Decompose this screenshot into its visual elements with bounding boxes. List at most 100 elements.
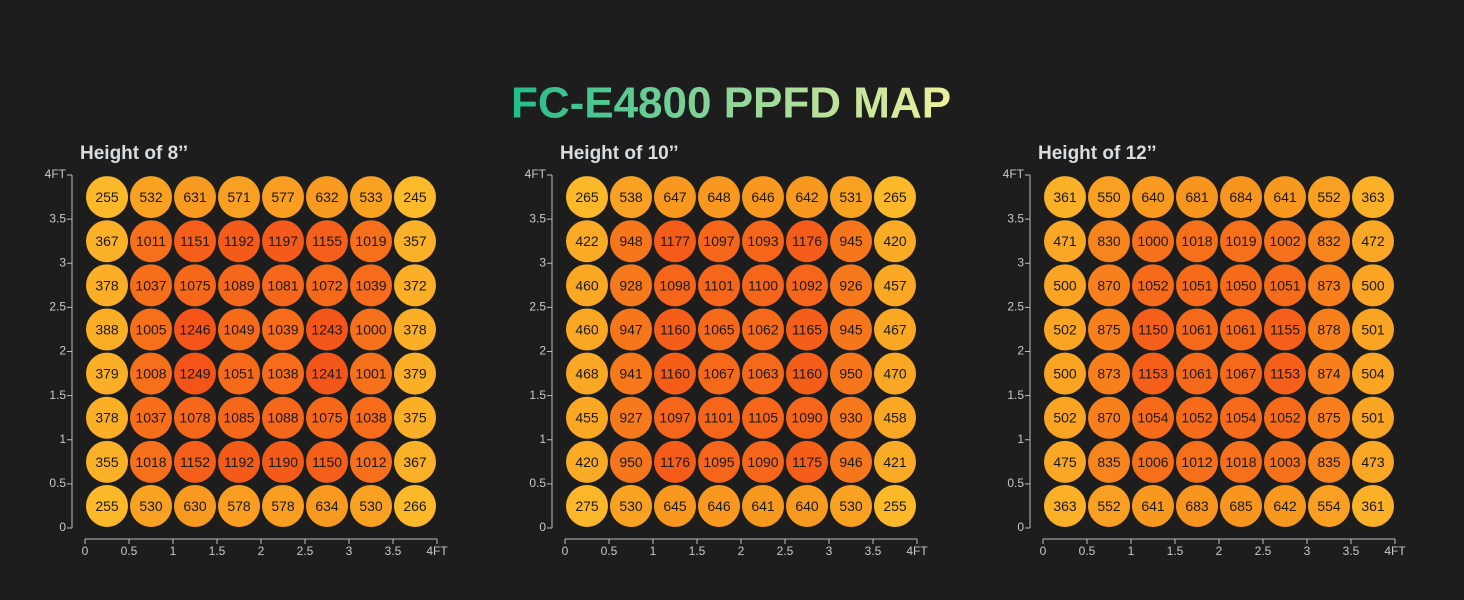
cell [1352, 484, 1394, 527]
cell-label: 554 [1317, 498, 1341, 514]
cell-label: 372 [403, 277, 427, 293]
cell-label: 945 [839, 321, 863, 337]
cell [218, 264, 260, 307]
cell-label: 1000 [355, 321, 386, 337]
cell-label: 1006 [1137, 454, 1168, 470]
cell-label: 363 [1053, 498, 1077, 514]
cell [86, 484, 128, 527]
cell [306, 396, 348, 439]
cell-label: 947 [619, 321, 643, 337]
cell [218, 484, 260, 527]
cell-label: 378 [95, 277, 119, 293]
cell [698, 484, 740, 527]
cell-label: 1038 [267, 366, 298, 382]
y-tick-label: 1 [1017, 432, 1024, 446]
cell [86, 220, 128, 263]
cell-label: 878 [1317, 321, 1341, 337]
x-tick-label: 0.5 [121, 544, 138, 558]
cell-label: 941 [619, 366, 643, 382]
cell-label: 245 [403, 189, 427, 205]
cell-label: 1155 [312, 233, 342, 249]
cell-label: 642 [1273, 498, 1297, 514]
cell-label: 1052 [1269, 410, 1300, 426]
cell [1088, 176, 1130, 219]
y-tick-label: 1 [539, 432, 546, 446]
cell [86, 352, 128, 395]
cell-label: 473 [1361, 454, 1385, 470]
cell [698, 220, 740, 263]
cell [350, 396, 392, 439]
cell-label: 379 [95, 366, 119, 382]
cell-label: 1063 [747, 366, 778, 382]
cell-label: 641 [1273, 189, 1297, 205]
main-title: FC-E4800 PPFD MAP [511, 79, 951, 128]
cell-label: 1165 [792, 321, 822, 337]
cell [1088, 308, 1130, 351]
y-tick-label: 0.5 [49, 476, 66, 490]
cell [1220, 352, 1262, 395]
cell [566, 176, 608, 219]
cell [1132, 308, 1174, 351]
cell-label: 363 [1361, 189, 1385, 205]
cell [566, 264, 608, 307]
cell [566, 220, 608, 263]
cell [1088, 440, 1130, 483]
x-tick-label: 1 [170, 544, 177, 558]
y-tick-label: 2 [539, 344, 546, 358]
cell-label: 1001 [355, 366, 386, 382]
cell-label: 1039 [355, 277, 386, 293]
cell [654, 220, 696, 263]
cell [218, 352, 260, 395]
cell-label: 1018 [1225, 454, 1256, 470]
cell-label: 1052 [1137, 277, 1168, 293]
y-tick-label: 2.5 [49, 300, 66, 314]
cell [174, 264, 216, 307]
x-tick-label: 1 [650, 544, 657, 558]
cell [1044, 440, 1086, 483]
cell [350, 440, 392, 483]
cell [262, 396, 304, 439]
cell [1264, 352, 1306, 395]
cell [174, 220, 216, 263]
cell [174, 352, 216, 395]
cell [1308, 352, 1350, 395]
cell [1176, 352, 1218, 395]
cell-label: 471 [1053, 233, 1077, 249]
cell-label: 632 [315, 189, 339, 205]
cell-label: 475 [1053, 454, 1077, 470]
cell [698, 440, 740, 483]
x-tick-label: 0 [1040, 544, 1047, 558]
y-tick-label: 3 [539, 255, 546, 269]
panel-title: Height of 12’’ [1038, 143, 1157, 164]
cell [130, 440, 172, 483]
cell [262, 308, 304, 351]
cell-label: 501 [1361, 321, 1385, 337]
cell-label: 470 [883, 366, 907, 382]
cell-label: 1003 [1269, 454, 1300, 470]
cell [1352, 264, 1394, 307]
cell-label: 1098 [659, 277, 690, 293]
x-tick-label: 2 [738, 544, 745, 558]
cell [830, 264, 872, 307]
x-tick-label: 2 [258, 544, 265, 558]
cell [1308, 264, 1350, 307]
y-tick-label: 0.5 [1007, 476, 1024, 490]
cell-label: 255 [95, 189, 119, 205]
x-tick-label: 1.5 [209, 544, 226, 558]
panel: Height of 8’’ 0 0.5 1 1.5 2 2.5 3 3.5 4FT 0 0.5 1 1.5… [45, 143, 449, 558]
cell-label: 1049 [223, 321, 254, 337]
cell [394, 440, 436, 483]
cell-label: 875 [1097, 321, 1121, 337]
cell [1264, 484, 1306, 527]
cell [698, 396, 740, 439]
cell [698, 308, 740, 351]
cell [742, 352, 784, 395]
cell [1220, 176, 1262, 219]
cell [1044, 308, 1086, 351]
y-tick-label: 0 [1017, 520, 1024, 534]
cell-label: 1197 [268, 233, 298, 249]
cell [394, 352, 436, 395]
cell-label: 504 [1361, 366, 1385, 382]
cell-label: 467 [883, 321, 907, 337]
panel-title: Height of 10’’ [560, 143, 679, 164]
